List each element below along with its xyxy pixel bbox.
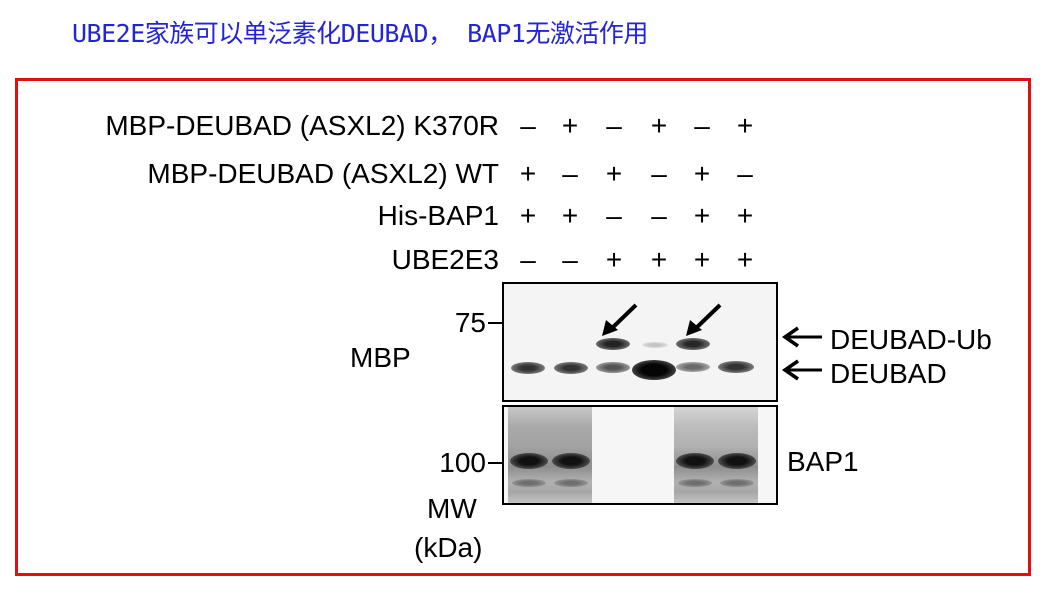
- sign-row2-lane4: –: [651, 158, 667, 189]
- mw-tick-100: [488, 462, 502, 464]
- sign-row4-lane3: +: [605, 244, 623, 275]
- sign-row3-lane4: –: [651, 200, 667, 231]
- sign-row2-lane6: –: [737, 158, 753, 189]
- mw-marker-75: 75: [454, 307, 486, 338]
- condition-label-k370r: MBP-DEUBAD (ASXL2) K370R: [105, 110, 499, 141]
- band-lane1-bap1: [510, 453, 548, 469]
- band-lane6-bap1: [718, 453, 756, 469]
- sign-row2-lane5: +: [693, 158, 711, 189]
- lane3-ub-pointer-icon: [602, 303, 638, 336]
- figure-frame: [15, 78, 1031, 576]
- band-lane1-deubad: [511, 362, 545, 374]
- deubad-ub-label: DEUBAD-Ub: [830, 324, 992, 355]
- band-lane2-deubad: [554, 362, 588, 374]
- deubad-label: DEUBAD: [830, 358, 947, 389]
- band-lane6-deubad: [718, 361, 754, 373]
- sign-row4-lane2: –: [562, 244, 578, 275]
- sign-row3-lane1: +: [519, 200, 537, 231]
- sign-row1-lane2: +: [561, 110, 579, 141]
- sign-row1-lane1: –: [520, 110, 536, 141]
- sign-row4-lane6: +: [736, 244, 754, 275]
- band-lane1-lower: [512, 479, 546, 487]
- sign-row1-lane6: +: [736, 110, 754, 141]
- page-title: UBE2E家族可以单泛素化DEUBAD， BAP1无激活作用: [72, 19, 648, 48]
- sign-row3-lane6: +: [736, 200, 754, 231]
- condition-label-ube2e3: UBE2E3: [391, 244, 499, 275]
- band-lane3-deubad: [596, 362, 630, 373]
- bap1-blot-label: BAP1: [787, 446, 859, 477]
- band-lane2-bap1: [552, 453, 590, 469]
- sign-row4-lane4: +: [650, 244, 668, 275]
- mw-label: MW: [427, 493, 477, 524]
- lane5-ub-pointer-icon: [686, 303, 722, 336]
- band-lane5-bap1: [676, 453, 714, 469]
- sign-row2-lane3: +: [605, 158, 623, 189]
- deubad-arrow-icon: [781, 359, 822, 381]
- mw-marker-100: 100: [439, 447, 486, 478]
- band-lane5-deubad: [676, 362, 710, 372]
- condition-label-wt: MBP-DEUBAD (ASXL2) WT: [147, 158, 499, 189]
- deubad-ub-arrow-icon: [781, 326, 822, 348]
- band-lane5-deubad-ub: [676, 338, 710, 350]
- mw-tick-75: [488, 322, 502, 324]
- sign-row4-lane1: –: [520, 244, 536, 275]
- band-lane2-lower: [554, 479, 588, 487]
- mbp-blot-label: MBP: [350, 342, 411, 373]
- sign-row1-lane4: +: [650, 110, 668, 141]
- band-lane5-lower: [678, 479, 712, 487]
- band-lane4-deubad: [632, 360, 676, 380]
- mbp-blot-panel: [502, 282, 778, 402]
- band-lane6-lower: [720, 479, 754, 487]
- sign-row1-lane5: –: [694, 110, 710, 141]
- band-lane3-deubad-ub: [596, 338, 630, 350]
- sign-row3-lane2: +: [561, 200, 579, 231]
- band-lane4-faint-upper: [642, 342, 668, 348]
- mw-unit-label: (kDa): [414, 532, 483, 563]
- bap1-blot-panel: [502, 405, 778, 505]
- sign-row3-lane3: –: [606, 200, 622, 231]
- sign-row3-lane5: +: [693, 200, 711, 231]
- sign-row1-lane3: –: [606, 110, 622, 141]
- condition-label-his-bap1: His-BAP1: [377, 200, 499, 231]
- sign-row4-lane5: +: [693, 244, 711, 275]
- sign-row2-lane2: –: [562, 158, 578, 189]
- sign-row2-lane1: +: [519, 158, 537, 189]
